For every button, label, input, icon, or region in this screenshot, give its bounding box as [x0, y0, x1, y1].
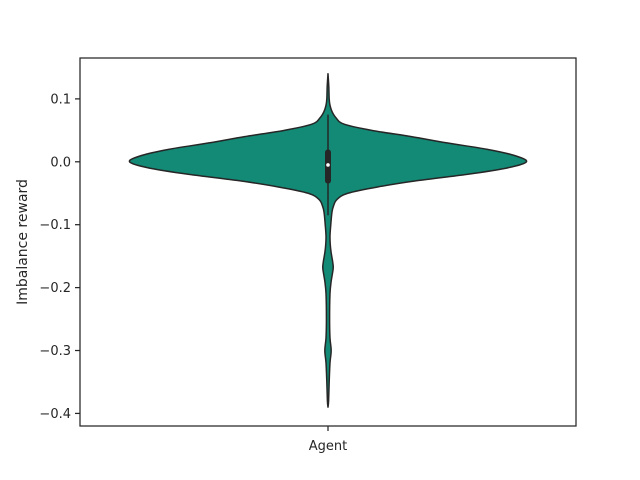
y-tick-label: 0.0: [50, 155, 71, 170]
y-tick-label: −0.3: [39, 344, 71, 359]
violin-body: [128, 72, 528, 408]
plot-area: [128, 72, 528, 408]
y-axis-title: Imbalance reward: [15, 179, 31, 305]
y-tick-label: 0.1: [50, 92, 71, 107]
y-tick-label: −0.2: [39, 281, 71, 296]
x-tick-label: Agent: [309, 439, 347, 454]
y-tick-label: −0.1: [39, 218, 71, 233]
y-axis: 0.1 0.0 −0.1 −0.2 −0.3 −0.4: [39, 92, 80, 422]
x-axis: Agent: [309, 426, 347, 454]
violin-median: [326, 163, 330, 167]
y-tick-label: −0.4: [39, 407, 71, 422]
